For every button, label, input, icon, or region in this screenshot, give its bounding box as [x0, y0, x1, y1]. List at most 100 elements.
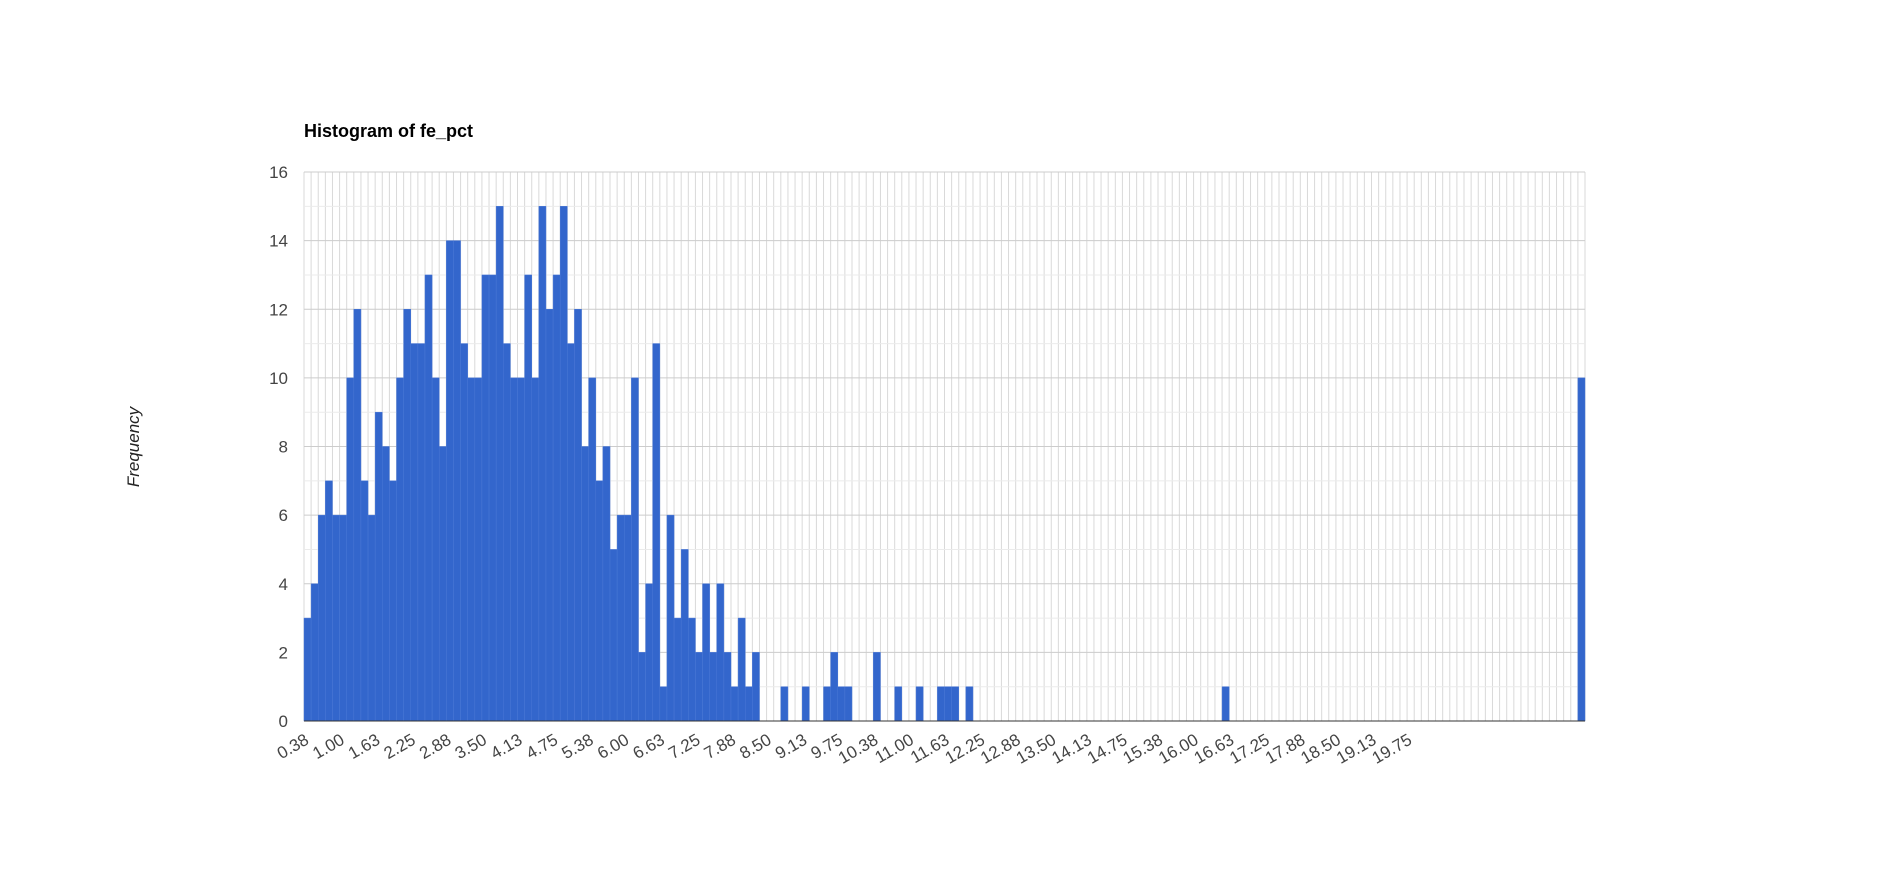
x-axis-ticks: 0.381.001.632.252.883.504.134.755.386.00…	[274, 730, 1415, 768]
histogram-bar	[431, 377, 440, 722]
histogram-bar	[716, 583, 725, 722]
x-tick-label: 7.25	[665, 730, 703, 763]
histogram-bar	[374, 411, 383, 722]
x-tick-label: 1.00	[309, 730, 347, 763]
y-tick-label: 10	[269, 369, 288, 388]
histogram-bar	[801, 686, 810, 722]
histogram-bar	[609, 549, 618, 722]
x-tick-label: 6.63	[630, 730, 668, 763]
histogram-bar	[552, 274, 561, 722]
histogram-bar	[695, 652, 703, 722]
histogram-bar	[495, 206, 504, 722]
x-tick-label: 8.50	[736, 730, 774, 763]
histogram-bar	[353, 309, 362, 722]
x-tick-label: 1.63	[345, 730, 383, 763]
histogram-bar	[481, 274, 490, 722]
histogram-bar	[951, 686, 959, 722]
x-tick-label: 6.00	[594, 730, 632, 763]
y-tick-label: 2	[279, 643, 288, 662]
x-tick-label: 19.75	[1369, 730, 1415, 768]
histogram-bar	[382, 446, 390, 722]
chart-title: Histogram of fe_pct	[304, 121, 473, 141]
histogram-bar	[574, 309, 582, 722]
histogram-bar	[396, 377, 404, 722]
histogram-bar	[403, 309, 411, 722]
x-tick-label: 4.75	[523, 730, 561, 763]
y-axis-label: Frequency	[124, 405, 143, 487]
histogram-bar	[410, 343, 419, 722]
histogram-bar	[680, 549, 689, 722]
histogram-bar	[588, 377, 597, 722]
histogram-bar	[595, 480, 604, 722]
histogram-bar	[360, 480, 369, 722]
histogram-bar	[460, 343, 468, 722]
histogram-bar	[559, 206, 568, 722]
y-tick-label: 0	[279, 712, 288, 731]
y-tick-label: 8	[279, 438, 288, 457]
histogram-bar	[631, 377, 639, 722]
histogram-bar	[1577, 377, 1586, 722]
histogram-bar	[332, 514, 340, 722]
histogram-bar	[702, 583, 710, 722]
histogram-bar	[1221, 686, 1230, 722]
histogram-bar	[602, 446, 611, 722]
histogram-bar	[310, 583, 319, 722]
histogram-bar	[673, 617, 682, 722]
histogram-bar	[488, 274, 497, 722]
histogram-bar	[937, 686, 945, 722]
histogram-bar	[524, 274, 532, 722]
histogram-bar	[823, 686, 831, 722]
histogram-bar	[752, 652, 760, 722]
histogram-bar	[453, 240, 461, 722]
histogram-bar	[915, 686, 924, 722]
histogram-bar	[894, 686, 903, 722]
histogram-bar	[474, 377, 483, 722]
histogram-bar	[517, 377, 525, 722]
bars	[303, 206, 1586, 722]
histogram-bar	[503, 343, 511, 722]
histogram-bar	[538, 206, 547, 722]
histogram-bar	[567, 343, 575, 722]
histogram-bar	[510, 377, 518, 722]
histogram-bar	[616, 514, 625, 722]
histogram-bar	[638, 652, 646, 722]
x-tick-label: 2.25	[381, 730, 419, 763]
x-tick-label: 0.38	[274, 730, 312, 763]
histogram-bar	[467, 377, 476, 722]
histogram-bar	[837, 686, 846, 722]
histogram-bar	[581, 446, 589, 722]
y-tick-label: 6	[279, 506, 288, 525]
histogram-bar	[723, 652, 732, 722]
histogram-bar	[688, 617, 696, 722]
x-tick-label: 3.50	[452, 730, 490, 763]
histogram-bar	[944, 686, 952, 722]
histogram-bar	[531, 377, 540, 722]
histogram-bar	[844, 686, 853, 722]
x-tick-label: 9.13	[772, 730, 810, 763]
histogram-bar	[659, 686, 668, 722]
histogram-bar	[325, 480, 333, 722]
histogram-bar	[873, 652, 881, 722]
histogram-bar	[737, 617, 746, 722]
histogram-bar	[709, 652, 718, 722]
histogram-bar	[652, 343, 661, 722]
histogram-bar	[303, 617, 312, 722]
y-tick-label: 4	[279, 575, 288, 594]
histogram-bar	[317, 514, 326, 722]
histogram-bar	[624, 514, 632, 722]
x-tick-label: 7.88	[701, 730, 739, 763]
histogram-bar	[389, 480, 397, 722]
histogram-bar	[744, 686, 753, 722]
histogram-bar	[730, 686, 739, 722]
y-tick-label: 16	[269, 163, 288, 182]
histogram-bar	[367, 514, 376, 722]
histogram-bar	[346, 377, 355, 722]
y-tick-label: 14	[269, 232, 288, 251]
y-axis-ticks: 0 2 4 6 8 10 12 14 16	[269, 163, 288, 731]
x-tick-label: 5.38	[559, 730, 597, 763]
histogram-bar	[438, 446, 447, 722]
histogram-bar	[780, 686, 789, 722]
histogram-bar	[417, 343, 426, 722]
histogram-bar	[830, 652, 839, 722]
